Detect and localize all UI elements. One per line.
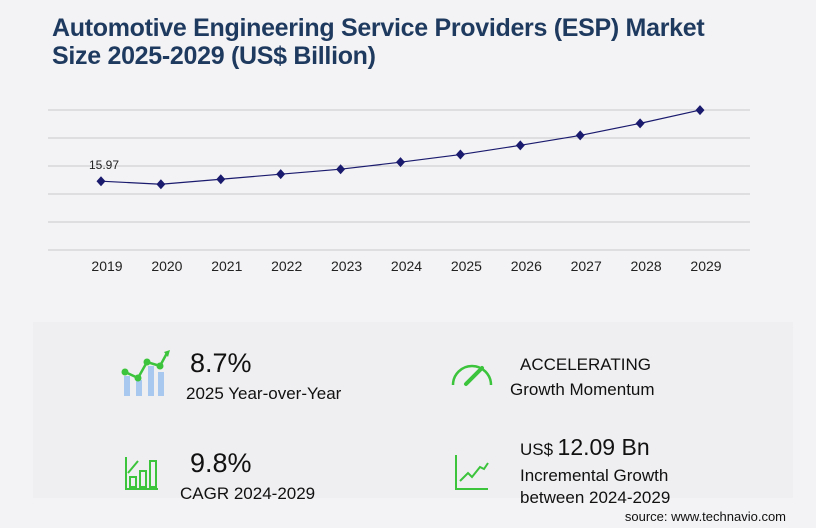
kpi-panel	[33, 322, 793, 498]
data-point	[96, 176, 106, 187]
x-tick-label: 2020	[151, 258, 182, 274]
data-point	[396, 157, 405, 168]
data-point	[635, 118, 645, 129]
series-line	[100, 109, 701, 185]
x-tick-label: 2021	[211, 258, 242, 274]
incremental-period: between 2024-2029	[520, 488, 671, 507]
chart-title: Automotive Engineering Service Providers…	[52, 14, 705, 70]
cagr-label: CAGR 2024-2029	[180, 484, 316, 503]
data-point	[575, 130, 585, 141]
x-tick-label: 2027	[571, 258, 602, 274]
data-point	[455, 149, 465, 160]
x-tick-label: 2023	[331, 258, 362, 274]
data-point	[276, 169, 286, 180]
incremental-growth: US$ 12.09 Bn	[520, 434, 650, 461]
speedometer-icon	[451, 364, 493, 386]
x-tick-label: 2026	[511, 258, 542, 274]
x-tick-label: 2028	[631, 258, 662, 274]
source-credit: source: www.technavio.com	[624, 509, 786, 524]
x-tick-label: 2024	[391, 258, 422, 274]
x-tick-label: 2029	[690, 258, 721, 274]
x-tick-label: 2025	[451, 258, 482, 274]
x-tick-label: 2022	[271, 258, 302, 274]
incremental-value: 12.09 Bn	[557, 434, 650, 460]
yoy-value: 8.7%	[190, 348, 252, 378]
bar-trend-icon	[121, 350, 170, 396]
data-label: 15.97	[89, 158, 119, 172]
line-growth-icon	[455, 455, 489, 490]
data-point	[695, 105, 705, 116]
data-point	[216, 174, 226, 185]
incremental-label: Incremental Growth	[520, 466, 669, 485]
cagr-value: 9.8%	[190, 448, 252, 478]
data-point	[515, 140, 525, 151]
currency-prefix: US$	[520, 440, 554, 459]
momentum-value: ACCELERATING	[520, 355, 651, 374]
line-chart: 15.97 2019 2020 2021 2022 2023 2024 2025 2026 202…	[48, 105, 750, 274]
yoy-label: 2025 Year-over-Year	[186, 384, 342, 403]
data-point	[336, 164, 346, 175]
growth-bars-icon	[125, 457, 158, 490]
x-tick-label: 2019	[91, 258, 122, 274]
data-point	[156, 179, 166, 190]
momentum-label: Growth Momentum	[510, 380, 655, 399]
